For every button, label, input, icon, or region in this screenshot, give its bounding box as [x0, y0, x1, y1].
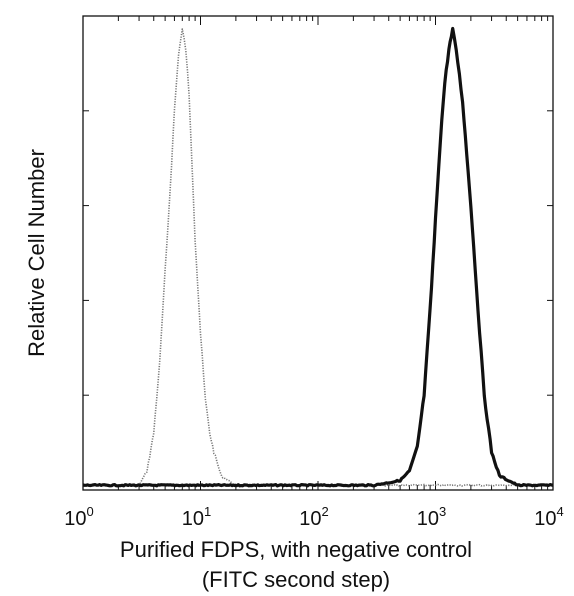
sample-histogram-line	[82, 26, 554, 488]
plot-frame	[82, 15, 554, 491]
negative-control-histogram-line	[82, 28, 554, 487]
x-tick-label: 102	[299, 504, 328, 530]
x-tick-label: 100	[64, 504, 93, 530]
y-axis-ticks	[83, 110, 553, 396]
y-axis-title: Relative Cell Number	[24, 149, 49, 357]
x-tick-label: 103	[417, 504, 446, 530]
series-layer	[82, 26, 554, 488]
x-axis-tick-labels: 100 101 102 103 104	[64, 504, 563, 530]
x-axis-title-line2: (FITC second step)	[202, 567, 390, 592]
x-tick-label: 104	[534, 504, 563, 530]
x-tick-label: 101	[182, 504, 211, 530]
x-axis-ticks	[82, 16, 549, 490]
x-axis-title-line1: Purified FDPS, with negative control	[120, 537, 472, 562]
